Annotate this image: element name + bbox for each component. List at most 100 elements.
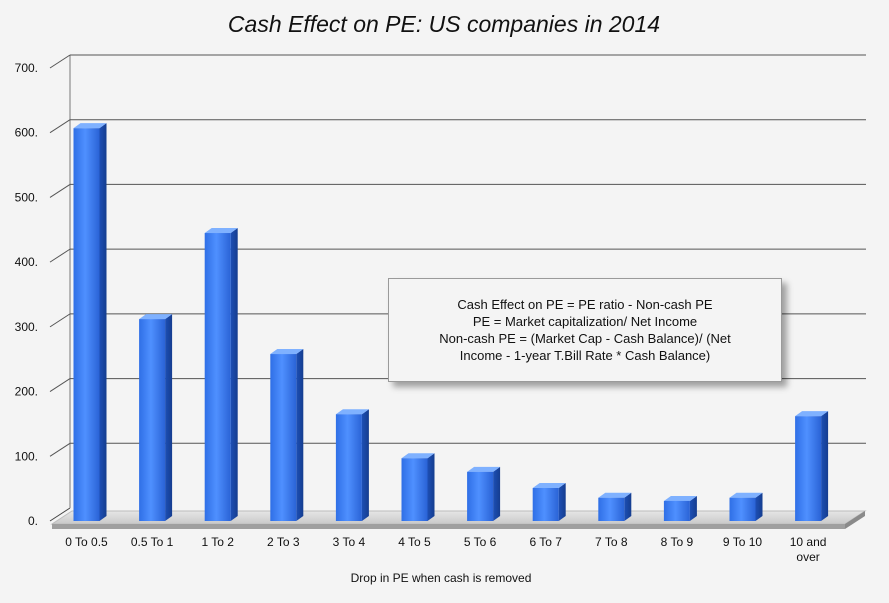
x-tick-label-line: 0 To 0.5 [65,535,108,549]
x-tick-label: 2 To 3 [267,535,300,549]
x-tick-label-line: 5 To 6 [464,535,497,549]
x-tick-label-line: 0.5 To 1 [131,535,174,549]
bar-top [795,411,829,417]
bar [139,314,173,521]
x-tick-label-line: 6 To 7 [529,535,562,549]
bar-front [401,458,428,521]
y-tick-label: 600. [15,126,38,140]
x-tick-label-line: 2 To 3 [267,535,300,549]
bar [598,492,632,521]
bar-side [689,495,697,521]
bar-side [165,314,173,521]
bar-side [361,409,369,521]
bar-top [598,492,632,498]
bar-side [558,482,566,521]
bar-top [729,492,763,498]
x-tick-label-line: 8 To 9 [661,535,694,549]
x-tick-label: 5 To 6 [464,535,497,549]
x-tick-label: 8 To 9 [661,535,694,549]
bar-front [598,497,625,521]
bar [532,482,566,521]
bars [73,123,829,522]
bar [270,349,304,521]
bar [467,466,501,521]
bar-top [139,314,173,320]
annotation-line-4: Income - 1-year T.Bill Rate * Cash Balan… [459,348,711,363]
bar [204,228,238,521]
chart-floor [50,510,867,529]
bar-side [99,123,107,521]
floor-side [845,511,865,529]
bar-side [493,466,501,521]
x-axis-labels: 0 To 0.5 0.5 To 1 1 To 2 2 To 3 3 To 4 4 To 5… [65,535,826,564]
y-tick-label: 400. [15,255,38,269]
x-tick-label: 9 To 10 [723,535,762,549]
formula-annotation: Cash Effect on PE = PE ratio - Non-cash … [388,278,782,382]
x-tick-label-line: 7 To 8 [595,535,628,549]
x-tick-label: 6 To 7 [529,535,562,549]
x-tick-label: 3 To 4 [333,535,366,549]
x-tick-label-line: 4 To 5 [398,535,431,549]
x-tick-label: 1 To 2 [201,535,234,549]
chart-title: Cash Effect on PE: US companies in 2014 [228,11,660,37]
y-tick-label: 700. [15,61,38,75]
x-tick-label-line: 10 and [790,535,827,549]
bar-top [270,349,304,355]
bar [401,453,435,521]
bar-side [230,228,238,521]
gridline-depth [49,54,71,69]
bar-top [532,482,566,488]
x-tick-label: 0.5 To 1 [131,535,174,549]
gridline-depth [49,184,71,198]
bar-side [821,411,829,521]
bar-front [795,416,822,521]
x-tick-label-line: 9 To 10 [723,535,762,549]
bar [729,492,763,521]
annotation-line-3: Non-cash PE = (Market Cap - Cash Balance… [439,331,731,346]
y-axis-ticks: 0. 100. 200. 300. 400. 500. 600. 700. [15,61,38,528]
bar-front [335,414,362,521]
gridline-depth [49,378,71,392]
y-tick-label: 300. [15,320,38,334]
bar-front [139,319,166,521]
x-tick-label: 10 and over [790,535,827,564]
bar [335,409,369,521]
gridline-depth [49,442,71,457]
bar [73,123,107,522]
bar [795,411,829,521]
floor-front [52,524,845,529]
x-axis-title: Drop in PE when cash is removed [351,571,532,585]
bar-front [73,128,100,522]
gridline-depth [49,119,71,134]
bar-front [204,233,231,521]
bar-front [270,354,297,521]
x-tick-label-line: over [796,550,819,564]
x-tick-label-line: 3 To 4 [333,535,366,549]
bar-front [532,487,559,521]
bar-top [73,123,107,129]
y-tick-label: 0. [28,514,38,528]
annotation-line-1: Cash Effect on PE = PE ratio - Non-cash … [457,297,713,312]
bar-side [624,492,632,521]
bar-top [335,409,369,415]
bar-top [204,228,238,234]
bar [663,495,697,521]
bar-side [296,349,304,521]
y-tick-label: 100. [15,449,38,463]
x-tick-label-line: 1 To 2 [201,535,234,549]
bar-top [401,453,435,459]
x-tick-label: 7 To 8 [595,535,628,549]
annotation-line-2: PE = Market capitalization/ Net Income [472,314,698,329]
bar-front [663,500,690,521]
y-tick-label: 500. [15,190,38,204]
bar-top [467,466,501,472]
x-tick-label: 4 To 5 [398,535,431,549]
left-wall-edge [49,507,71,522]
bar-side [755,492,763,521]
bar-top [663,495,697,501]
gridline-depth [49,313,71,328]
bar-front [729,497,756,521]
bar-side [427,453,435,521]
